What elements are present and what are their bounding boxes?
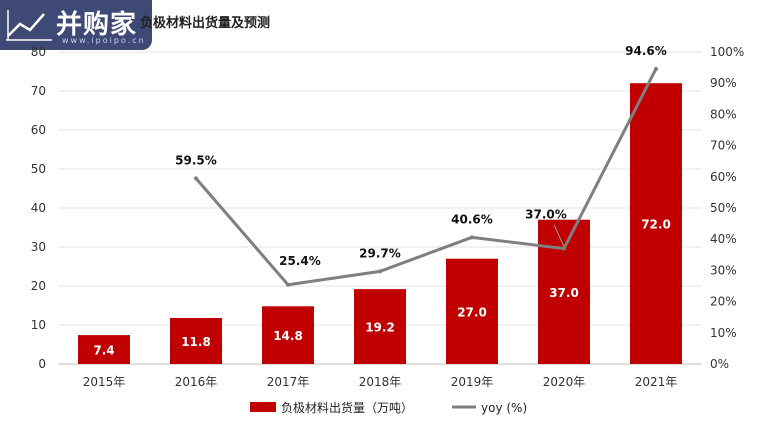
y-right-tick-label: 40% [710, 232, 737, 246]
yoy-data-label: 25.4% [279, 254, 321, 268]
bar [630, 83, 682, 364]
chart-title: 负极材料出货量及预测 [140, 16, 271, 31]
yoy-data-label: 29.7% [359, 246, 401, 260]
y-left-tick-label: 70 [31, 84, 46, 98]
y-left-tick-label: 80 [31, 45, 46, 59]
y-right-tick-label: 0% [710, 357, 729, 371]
y-left-tick-label: 30 [31, 240, 46, 254]
yoy-label-leader [553, 224, 565, 247]
yoy-data-label: 59.5% [175, 153, 217, 167]
chart-line-icon [6, 10, 52, 41]
y-left-tick-label: 0 [38, 357, 46, 371]
bar [354, 289, 406, 364]
bar-data-label: 11.8 [181, 335, 211, 349]
y-left-tick-label: 50 [31, 162, 46, 176]
yoy-line [194, 68, 658, 287]
bar [538, 219, 590, 364]
yoy-data-label: 40.6% [451, 212, 493, 226]
y-right-tick-label: 50% [710, 201, 737, 215]
bar-data-label: 19.2 [365, 321, 395, 335]
x-tick-label: 2016年 [175, 375, 218, 389]
x-tick-label: 2019年 [451, 375, 494, 389]
bar [262, 306, 314, 364]
bar-data-label: 14.8 [273, 329, 303, 343]
watermark-brand: 并购家 [56, 10, 138, 40]
yoy-point [194, 176, 198, 181]
y-right-tick-label: 100% [710, 45, 744, 59]
y-right-tick-label: 20% [710, 295, 737, 309]
yoy-data-label: 94.6% [625, 44, 667, 58]
yoy-point [470, 235, 474, 240]
yoy-data-label: 37.0% [525, 208, 567, 222]
bar-data-label: 27.0 [457, 305, 487, 319]
bar-data-label: 72.0 [641, 218, 671, 232]
watermark-logo: 并购家 www.ipoipo.cn [0, 0, 152, 50]
watermark-url: www.ipoipo.cn [62, 36, 146, 45]
bar [78, 335, 130, 364]
x-tick-label: 2021年 [635, 375, 678, 389]
y-left-tick-label: 60 [31, 123, 46, 137]
legend-label-line: yoy (%) [481, 401, 527, 415]
y-right-tick-label: 10% [710, 326, 737, 340]
bar [446, 258, 498, 364]
yoy-point [378, 269, 382, 274]
legend-label-bars: 负极材料出货量（万吨） [281, 400, 413, 415]
x-tick-label: 2015年 [83, 375, 126, 389]
bar-data-label: 7.4 [93, 344, 114, 358]
y-right-tick-label: 60% [710, 170, 737, 184]
y-right-tick-label: 70% [710, 139, 737, 153]
y-left-tick-label: 20 [31, 279, 46, 293]
yoy-point [286, 282, 290, 287]
x-tick-label: 2018年 [359, 375, 402, 389]
y-left-tick-label: 10 [31, 318, 46, 332]
yoy-point [562, 246, 566, 251]
y-right-tick-label: 90% [710, 76, 737, 90]
y-right-tick-label: 30% [710, 263, 737, 277]
x-tick-label: 2017年 [267, 375, 310, 389]
x-tick-label: 2020年 [543, 375, 586, 389]
bar-data-label: 37.0 [549, 286, 579, 300]
y-left-tick-label: 40 [31, 201, 46, 215]
yoy-point [654, 66, 658, 71]
y-right-tick-label: 80% [710, 107, 737, 121]
legend-swatch-bars [250, 402, 276, 412]
bar [170, 317, 222, 364]
